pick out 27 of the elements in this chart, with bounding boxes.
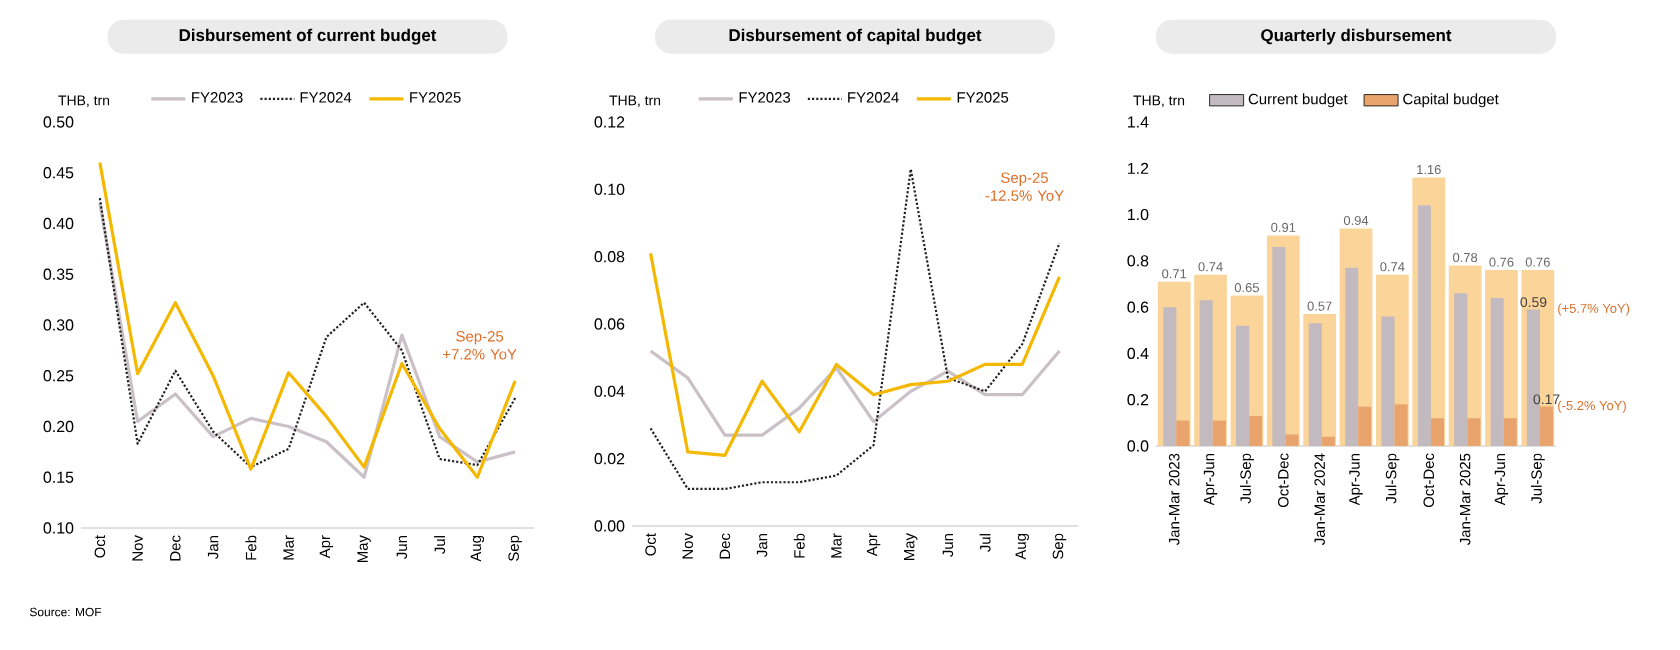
chart-title: Disbursement of capital budget	[729, 28, 982, 45]
bar	[1540, 406, 1554, 446]
bar	[1249, 415, 1263, 446]
bar	[1212, 420, 1226, 446]
line-series	[649, 168, 1061, 491]
bar	[1308, 323, 1322, 446]
bar	[1490, 297, 1504, 446]
bar	[1176, 420, 1190, 446]
bar	[1503, 418, 1517, 446]
bar	[1454, 293, 1468, 446]
bar	[1381, 316, 1395, 446]
line-series	[648, 251, 1062, 457]
bar	[1236, 325, 1250, 446]
bar	[1345, 267, 1359, 446]
line-series	[648, 349, 1062, 437]
bar	[1467, 418, 1481, 446]
bar	[1430, 418, 1445, 446]
bar	[1163, 307, 1177, 446]
bar	[1272, 246, 1286, 446]
bar	[1394, 404, 1408, 446]
bar	[1358, 406, 1372, 446]
chart-title: Quarterly disbursement	[1261, 28, 1452, 45]
bar	[1321, 436, 1335, 446]
chart-title: Disbursement of current budget	[179, 28, 437, 45]
bar	[1417, 205, 1431, 446]
bar	[1285, 434, 1299, 446]
bar	[1199, 300, 1213, 446]
